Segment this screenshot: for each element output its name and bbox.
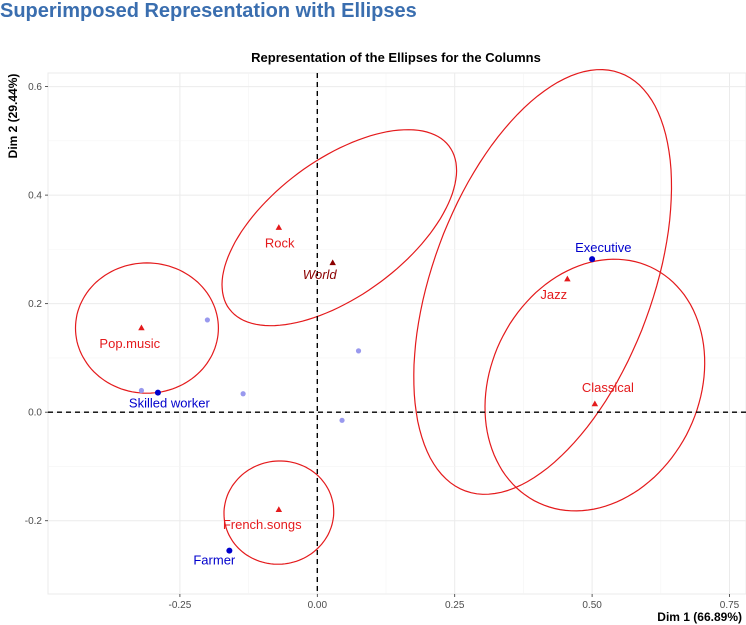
supplementary-row-point	[339, 417, 345, 423]
grid-layer	[47, 72, 746, 595]
y-tick-label: 0.2	[28, 299, 42, 310]
x-tick-label: 0.25	[445, 600, 465, 611]
column-point-classical	[591, 400, 599, 407]
column-label-classical: Classical	[582, 380, 634, 395]
supplementary-row-point	[240, 391, 246, 397]
row-label-farmer: Farmer	[193, 553, 236, 568]
ellipse-french-songs	[223, 460, 335, 565]
reference-lines	[48, 73, 746, 594]
row-point-skilled-worker	[154, 389, 161, 396]
x-tick-label: 0.75	[720, 600, 740, 611]
column-label-french-songs: French.songs	[223, 517, 302, 532]
column-label-pop-music: Pop.music	[99, 336, 160, 351]
ellipse-jazz	[413, 68, 673, 495]
column-label-jazz: Jazz	[540, 287, 567, 302]
label-layer: Rock Pop.music Jazz Classical French.songs Wo…	[99, 236, 634, 568]
ellipse-layer	[74, 68, 706, 565]
column-point-rock	[275, 224, 283, 230]
column-point-jazz	[564, 275, 571, 282]
y-tick-label: -0.2	[25, 516, 43, 527]
ellipse-pop-music	[74, 262, 220, 394]
supplementary-row-point	[138, 387, 145, 394]
x-axis-label: Dim 1 (66.89%)	[657, 610, 742, 624]
x-tick-label: 0.50	[582, 600, 602, 611]
supplementary-column-point	[329, 259, 336, 266]
y-tick-label: 0.0	[28, 408, 42, 419]
y-tick-label: 0.6	[28, 82, 42, 93]
column-label-rock: Rock	[265, 236, 295, 251]
supplementary-row-point	[355, 348, 362, 354]
plot-panel	[47, 72, 746, 595]
chart-title: Representation of the Ellipses for the C…	[251, 50, 541, 65]
ellipse-rock	[221, 129, 458, 327]
row-point-farmer	[226, 547, 233, 554]
tick-layer: -0.25 0.00 0.25 0.50 0.75 -0.2 0.0 0.2 0.4 0.6	[25, 82, 740, 611]
column-point-french-songs	[275, 506, 283, 513]
row-point-executive	[589, 256, 596, 263]
column-point-pop-music	[138, 324, 145, 331]
ellipse-classical	[484, 258, 706, 512]
y-axis-label: Dim 2 (29.44%)	[6, 74, 20, 159]
supplementary-column-label: World	[303, 267, 338, 282]
supplementary-row-point	[204, 317, 210, 323]
x-tick-label: 0.00	[308, 600, 328, 611]
row-label-skilled-worker: Skilled worker	[129, 396, 211, 411]
page-heading: Superimposed Representation with Ellipse…	[0, 0, 417, 22]
y-tick-label: 0.4	[28, 191, 42, 202]
row-label-executive: Executive	[575, 240, 631, 255]
point-layer	[138, 224, 599, 554]
x-tick-label: -0.25	[169, 600, 192, 611]
